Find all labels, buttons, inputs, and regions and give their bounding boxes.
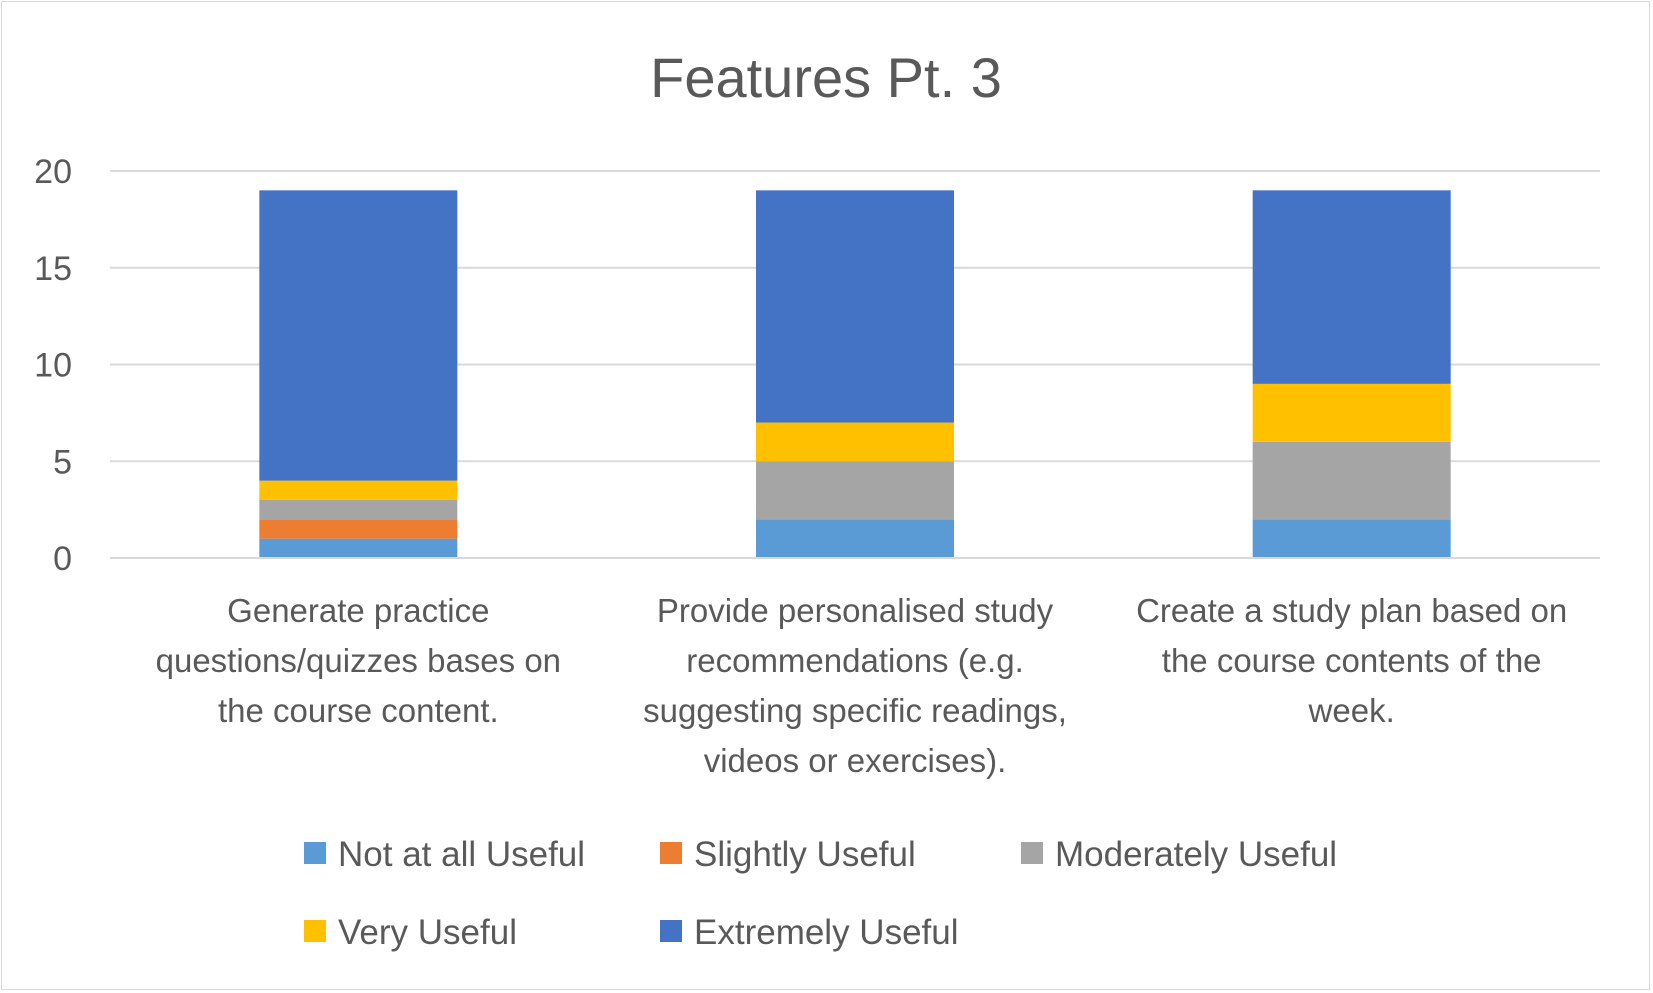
bars [259,190,1451,558]
category-label-line: Generate practice [227,592,489,629]
legend-label: Extremely Useful [694,913,959,952]
legend-swatch [304,842,326,864]
bar-segment [1252,519,1451,558]
bar-segment [756,461,954,520]
y-tick-label: 10 [34,347,72,385]
category-label-line: week. [1308,692,1395,729]
category-label-line: Create a study plan based on [1136,592,1567,629]
bar-segment [756,422,954,462]
bar-segment [1252,190,1451,384]
category-label-line: the course content. [218,692,499,729]
legend-swatch [660,842,682,864]
legend-item: Extremely Useful [660,913,959,952]
y-tick-label: 5 [53,443,72,481]
category-label-line: questions/quizzes bases on [156,642,561,679]
legend-swatch [660,920,682,942]
bar-segment [1252,441,1451,520]
category-label: Create a study plan based on the course c… [1136,592,1567,729]
legend-item: Moderately Useful [1021,835,1337,874]
bar-segment [259,499,458,520]
y-tick-label: 0 [53,540,72,578]
category-labels: Generate practice questions/quizzes bases… [156,592,1568,779]
legend-item: Not at all Useful [304,835,585,874]
category-label-line: the course contents of the [1162,642,1542,679]
legend-swatch [304,920,326,942]
category-label: Provide personalised study recommendation… [643,592,1067,779]
legend-label: Very Useful [338,913,517,952]
legend-label: Moderately Useful [1055,835,1337,874]
legend-label: Slightly Useful [694,835,916,874]
bar-segment [259,519,458,539]
legend: Not at all Useful Slightly Useful Moderate… [304,835,1337,952]
bar-segment [259,538,458,558]
bar-segment [1252,383,1451,442]
bar-segment [259,190,458,481]
chart-title: Features Pt. 3 [650,46,1002,109]
category-label-line: recommendations (e.g. [686,642,1024,679]
bar-segment [756,519,954,558]
category-label-line: videos or exercises). [704,742,1007,779]
y-tick-label: 15 [34,250,72,288]
y-axis-ticks: 0 5 10 15 20 [34,153,72,578]
legend-swatch [1021,842,1043,864]
category-label-line: Provide personalised study [657,592,1054,629]
category-label-line: suggesting specific readings, [643,692,1067,729]
legend-item: Very Useful [304,913,517,952]
bar-segment [756,190,954,423]
legend-item: Slightly Useful [660,835,916,874]
bar-segment [259,480,458,500]
legend-label: Not at all Useful [338,835,585,874]
category-label: Generate practice questions/quizzes bases… [156,592,561,729]
y-tick-label: 20 [34,153,72,191]
